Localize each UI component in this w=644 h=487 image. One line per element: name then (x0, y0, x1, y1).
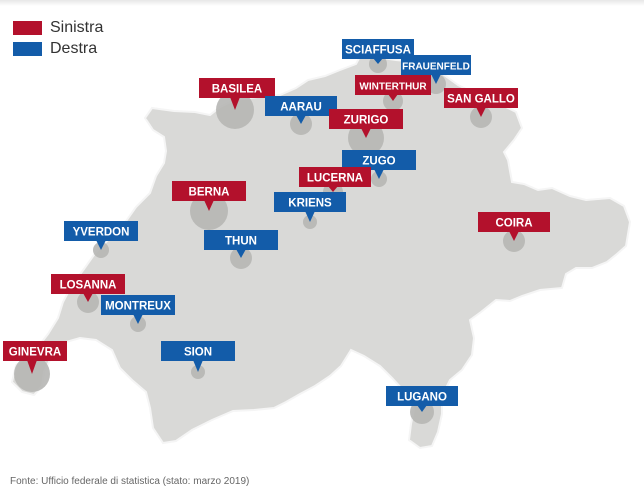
city-pin-ginevra (27, 360, 37, 374)
city-pin-losanna (83, 293, 93, 302)
city-label-box-losanna (51, 274, 125, 294)
city-name-yverdon: YVERDON (73, 227, 130, 239)
city-pin-zugo (374, 169, 384, 179)
city-name-aarau: AARAU (280, 102, 322, 114)
city-pin-kriens (305, 211, 315, 222)
city-name-frauenfeld: FRAUENFELD (402, 62, 470, 73)
city-marker-sciaffusa: SCIAFFUSA (342, 39, 414, 64)
city-name-zugo: ZUGO (362, 156, 395, 168)
city-name-thun: THUN (225, 236, 257, 248)
city-label-box-berna (172, 181, 246, 201)
city-marker-frauenfeld: FRAUENFELD (401, 55, 471, 84)
city-pin-san-gallo (476, 107, 486, 117)
city-pin-aarau (296, 115, 306, 124)
city-name-lucerna: LUCERNA (307, 173, 363, 185)
city-name-sion: SION (184, 347, 212, 359)
city-name-san-gallo: SAN GALLO (447, 94, 515, 106)
city-label-box-zugo (342, 150, 416, 170)
city-label-box-sion (161, 341, 235, 361)
city-marker-coira: COIRA (478, 212, 550, 241)
city-pin-yverdon (96, 240, 106, 250)
city-name-berna: BERNA (189, 187, 230, 199)
city-marker-ginevra: GINEVRA (3, 341, 67, 374)
city-label-box-basilea (199, 78, 275, 98)
city-label-box-montreux (101, 295, 175, 315)
city-name-kriens: KRIENS (288, 198, 332, 210)
city-pin-basilea (230, 97, 240, 110)
city-marker-san-gallo: SAN GALLO (444, 88, 518, 117)
city-label-box-frauenfeld (401, 55, 471, 75)
city-marker-zugo: ZUGO (342, 150, 416, 179)
legend-swatch-destra (13, 41, 42, 56)
legend: Sinistra Destra (13, 17, 103, 59)
city-pin-coira (509, 231, 519, 241)
city-name-zurigo: ZURIGO (344, 115, 389, 127)
city-pin-sion (193, 360, 203, 372)
legend-swatch-sinistra (13, 20, 42, 35)
city-marker-basilea: BASILEA (199, 78, 275, 110)
city-pin-lugano (417, 405, 427, 412)
city-label-box-winterthur (355, 75, 431, 95)
city-label-box-kriens (274, 192, 346, 212)
city-label-box-lucerna (299, 167, 371, 187)
city-name-sciaffusa: SCIAFFUSA (345, 45, 411, 57)
city-pin-montreux (133, 314, 143, 324)
city-marker-sion: SION (161, 341, 235, 372)
city-pin-winterthur (388, 94, 398, 101)
city-pin-frauenfeld (431, 74, 441, 84)
city-label-box-zurigo (329, 109, 403, 129)
legend-label-sinistra: Sinistra (50, 18, 104, 36)
city-marker-lugano: LUGANO (386, 386, 458, 412)
city-marker-montreux: MONTREUX (101, 295, 175, 324)
city-name-lugano: LUGANO (397, 392, 447, 404)
city-label-box-yverdon (64, 221, 138, 241)
city-pin-lucerna (328, 186, 338, 192)
city-pin-sciaffusa (373, 58, 383, 64)
city-label-box-sciaffusa (342, 39, 414, 59)
legend-item-destra: Destra (13, 38, 103, 59)
city-marker-aarau: AARAU (265, 96, 337, 124)
city-label-box-san-gallo (444, 88, 518, 108)
legend-item-sinistra: Sinistra (13, 17, 103, 38)
city-name-losanna: LOSANNA (60, 280, 117, 292)
city-marker-zurigo: ZURIGO (329, 109, 403, 138)
city-marker-lucerna: LUCERNA (299, 167, 371, 192)
city-name-ginevra: GINEVRA (9, 347, 61, 359)
city-name-basilea: BASILEA (212, 84, 262, 96)
city-marker-winterthur: WINTERTHUR (355, 75, 431, 101)
city-label-box-aarau (265, 96, 337, 116)
city-marker-berna: BERNA (172, 181, 246, 211)
city-pin-thun (236, 249, 246, 258)
city-label-box-lugano (386, 386, 458, 406)
legend-label-destra: Destra (50, 39, 98, 57)
city-label-box-ginevra (3, 341, 67, 361)
city-name-montreux: MONTREUX (105, 301, 171, 313)
city-label-box-thun (204, 230, 278, 250)
city-marker-losanna: LOSANNA (51, 274, 125, 302)
city-name-winterthur: WINTERTHUR (359, 82, 427, 93)
city-name-coira: COIRA (495, 218, 532, 230)
city-pin-zurigo (361, 128, 371, 138)
city-marker-thun: THUN (204, 230, 278, 258)
top-shadow (0, 0, 644, 6)
city-marker-kriens: KRIENS (274, 192, 346, 222)
city-marker-yverdon: YVERDON (64, 221, 138, 250)
city-label-box-coira (478, 212, 550, 232)
city-pin-berna (204, 200, 214, 211)
